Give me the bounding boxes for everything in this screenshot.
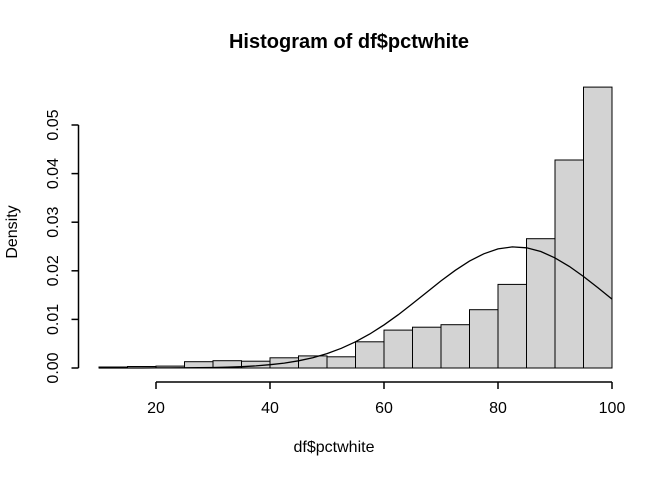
x-axis-tick-label: 80: [489, 400, 507, 417]
x-axis-tick-label: 60: [375, 400, 393, 417]
histogram-bar: [526, 238, 556, 369]
histogram-bar: [412, 326, 442, 369]
histogram-bar: [383, 329, 413, 369]
y-axis-tick-label: 0.02: [45, 255, 62, 286]
y-axis-tick-label: 0.05: [45, 109, 62, 140]
y-axis-tick-label: 0.01: [45, 304, 62, 335]
x-axis-tick-label: 20: [147, 400, 165, 417]
density-curve: [99, 246, 613, 369]
y-axis-tick-label: 0.04: [45, 158, 62, 189]
x-axis-tick-label: 100: [599, 400, 626, 417]
y-axis-tick-label: 0.00: [45, 352, 62, 383]
histogram-bar: [326, 356, 356, 369]
histogram-bar: [469, 309, 499, 369]
x-axis-tick-label: 40: [261, 400, 279, 417]
y-axis-tick-label: 0.03: [45, 207, 62, 238]
chart-title: Histogram of df$pctwhite: [228, 31, 470, 53]
y-axis-label: Density: [4, 205, 21, 259]
histogram-bar: [554, 159, 584, 369]
histogram-bar: [497, 283, 527, 369]
histogram-bar: [355, 341, 385, 369]
histogram-bar: [583, 86, 613, 369]
x-axis-label: df$pctwhite: [293, 439, 375, 456]
histogram-bar: [440, 324, 470, 369]
